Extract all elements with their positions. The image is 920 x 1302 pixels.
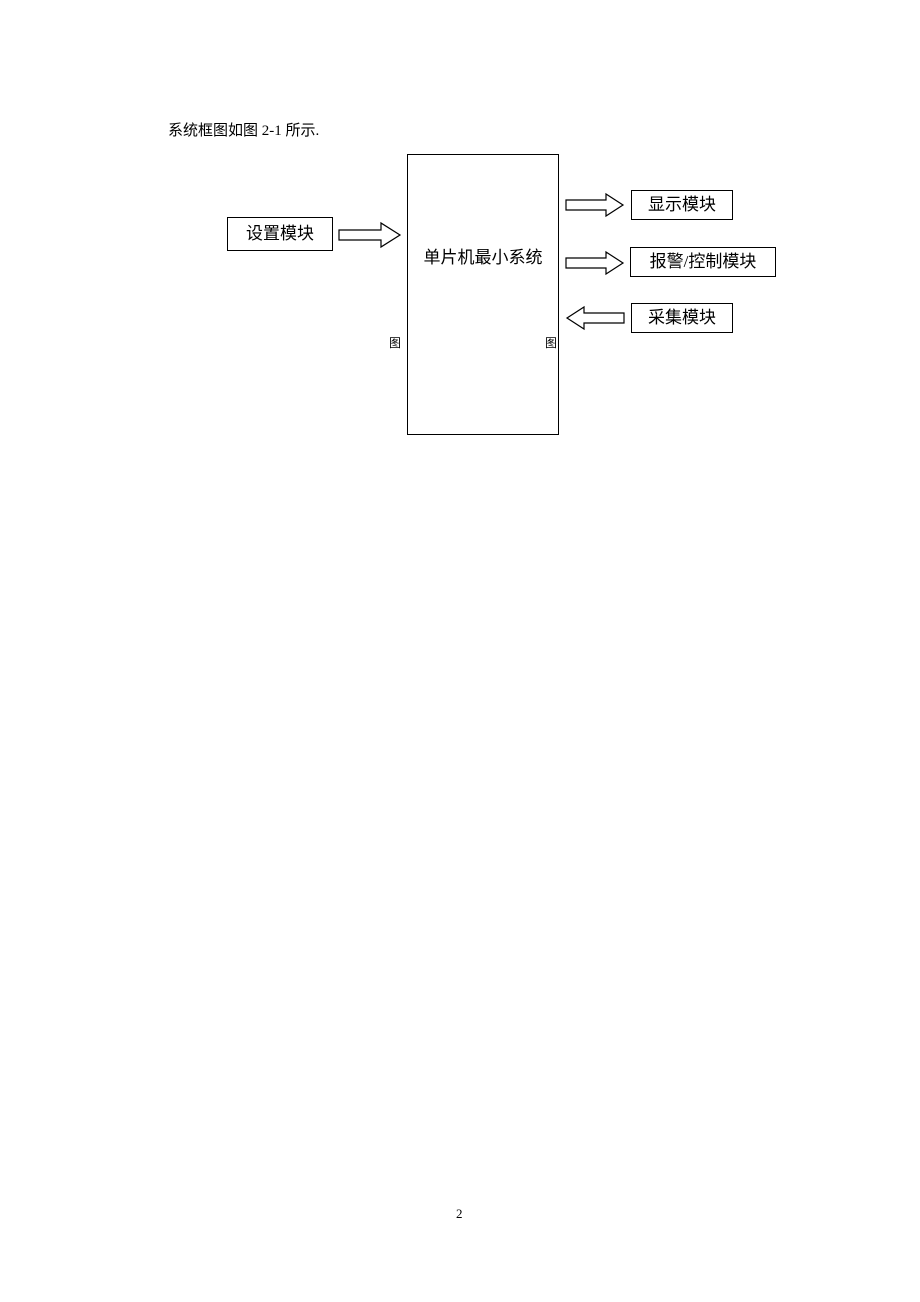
arrow-left-to-center [338,221,402,249]
box-right1: 显示模块 [631,190,733,220]
box-right3-label: 采集模块 [648,305,716,331]
box-right3: 采集模块 [631,303,733,333]
box-right2-label: 报警/控制模块 [650,249,757,275]
box-left-label: 设置模块 [246,221,314,247]
box-right2: 报警/控制模块 [630,247,776,277]
arrow-center-to-right2 [565,250,625,276]
small-label-2: 图 [545,334,557,351]
caption: 系统框图如图 2-1 所示. [168,119,319,140]
small-label-1: 图 [389,334,401,351]
arrow-center-to-right1 [565,192,625,218]
box-center: 单片机最小系统 [407,154,559,435]
box-left: 设置模块 [227,217,333,251]
page: 系统框图如图 2-1 所示. 单片机最小系统 设置模块 显示模块 报警/控制模块… [0,0,920,1302]
arrow-right3-to-center [565,305,625,331]
box-right1-label: 显示模块 [648,192,716,218]
box-center-label: 单片机最小系统 [424,245,543,271]
page-number: 2 [456,1206,463,1222]
